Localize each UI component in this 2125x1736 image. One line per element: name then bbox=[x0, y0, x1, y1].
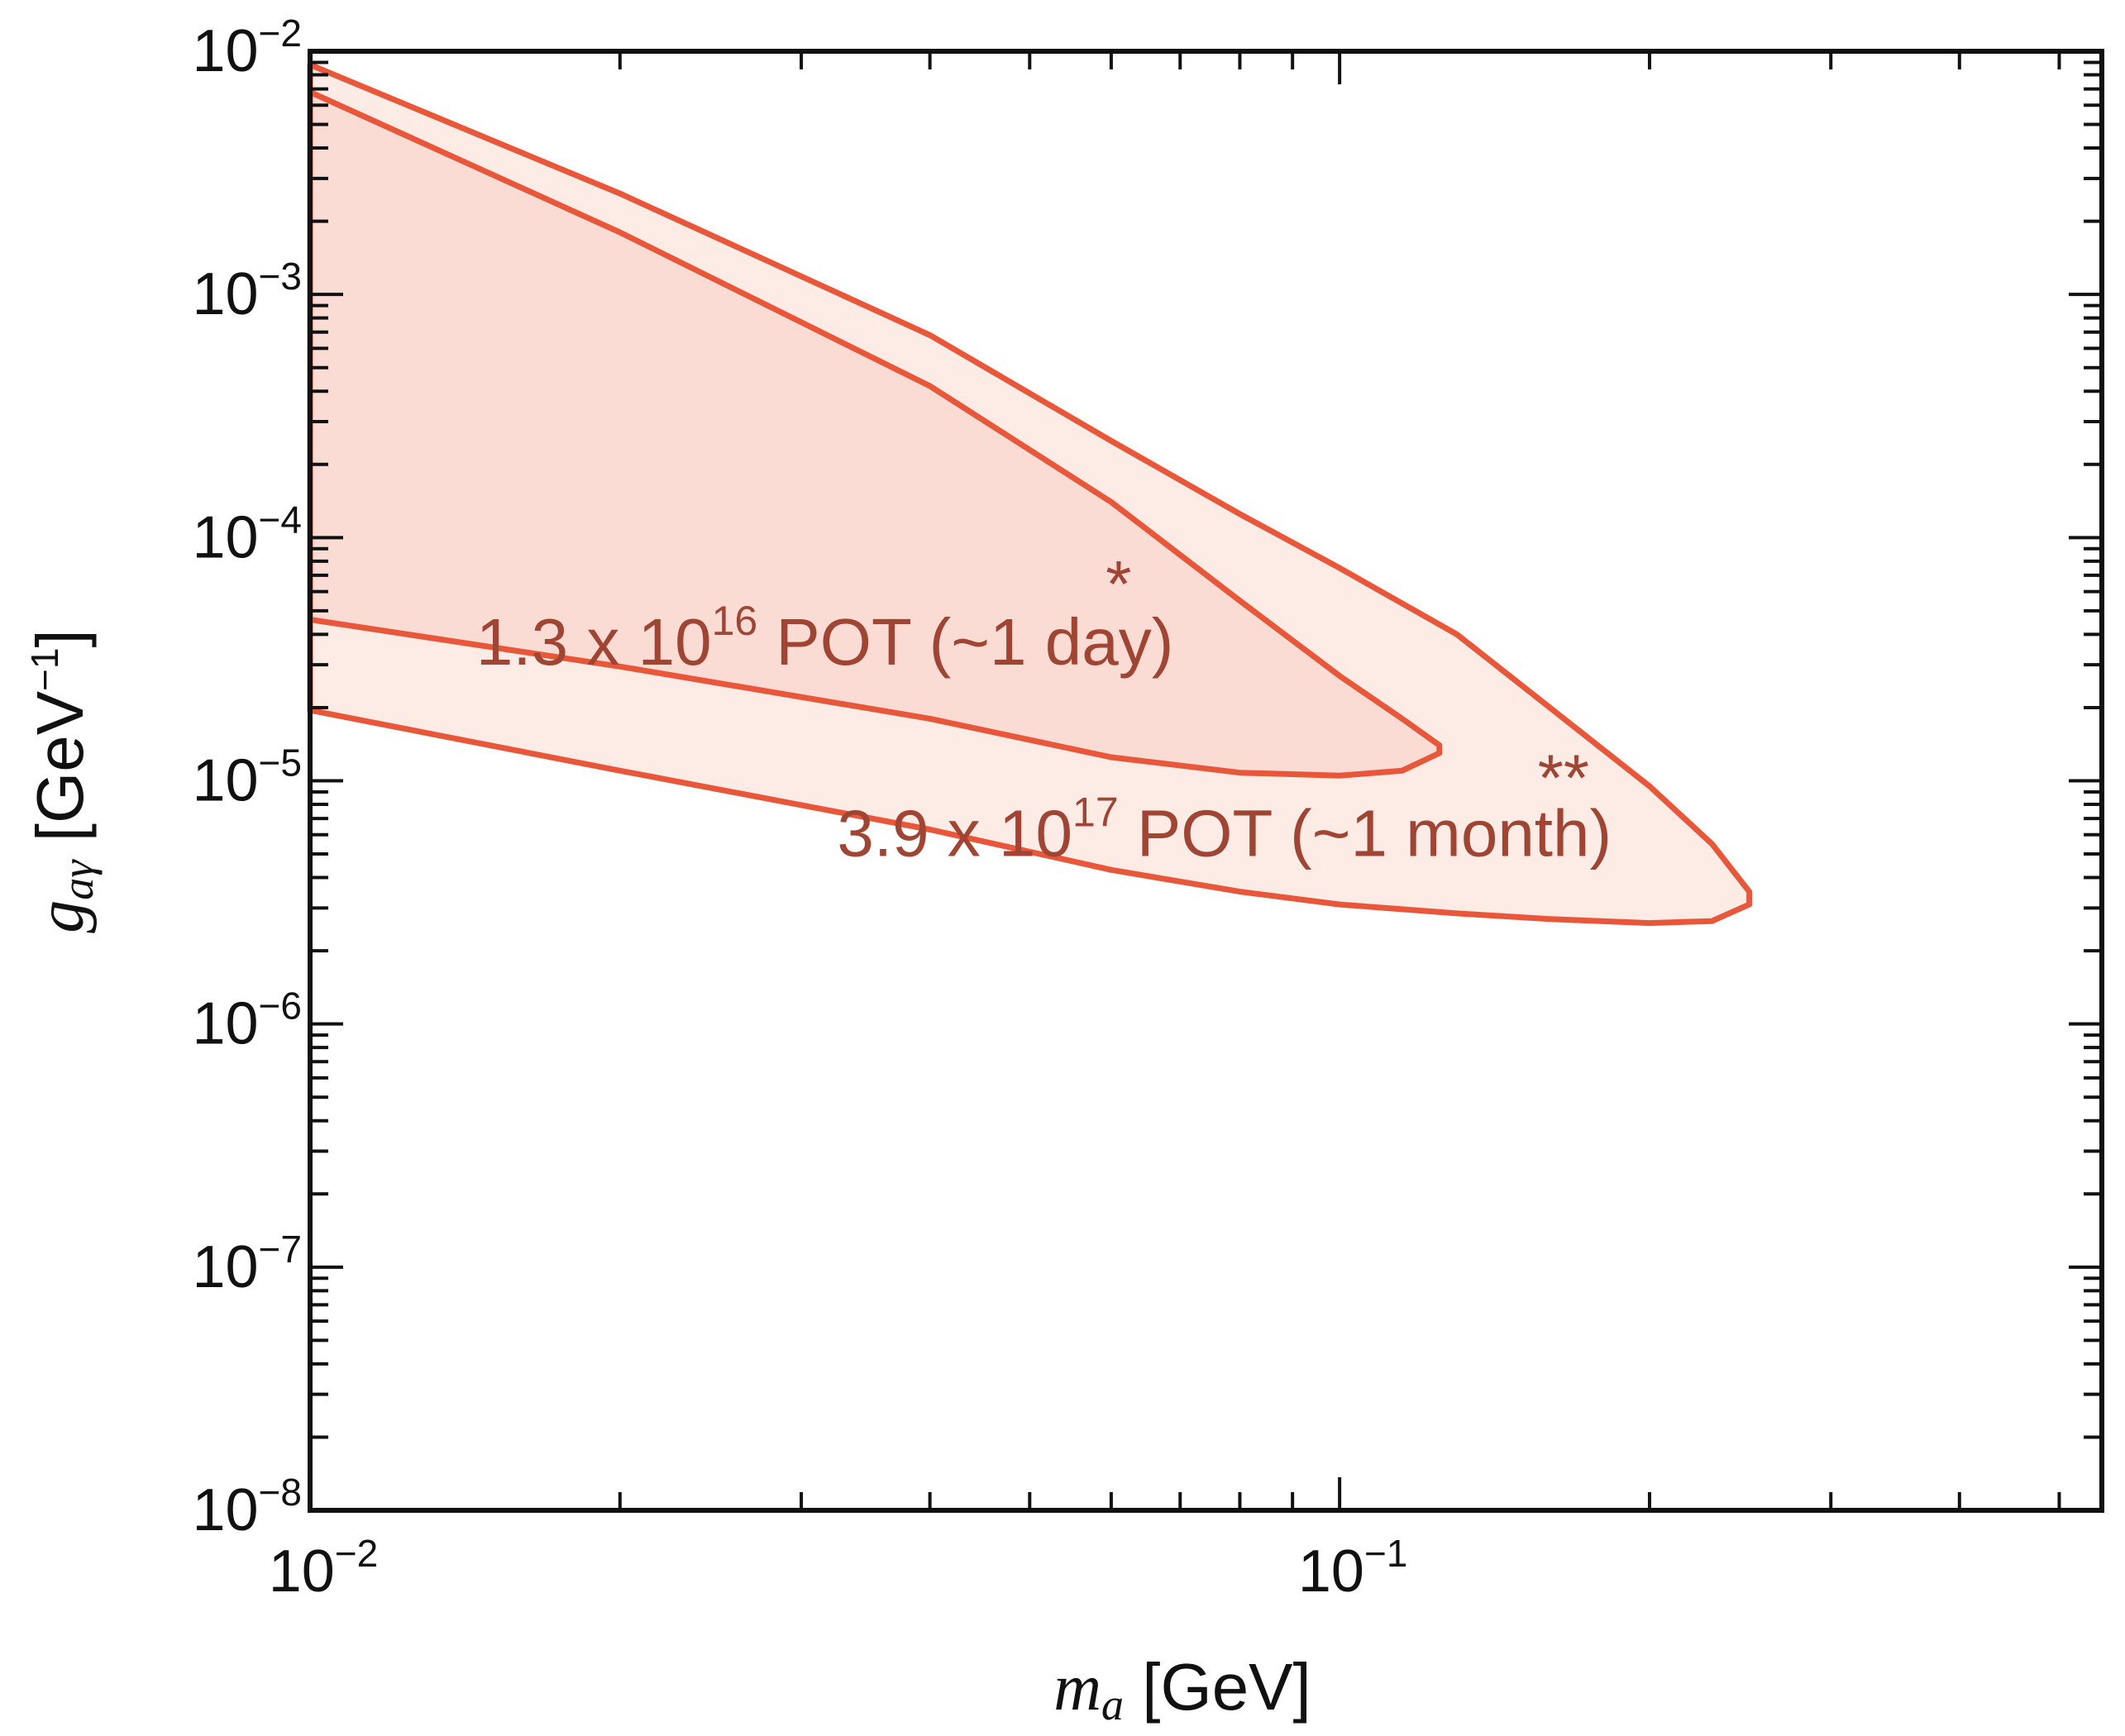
exclusion-regions bbox=[307, 61, 1753, 927]
annotation-star2: ** bbox=[1538, 741, 1589, 814]
y-tick-label: 10−8 bbox=[192, 1471, 302, 1543]
y-tick-label: 10−7 bbox=[192, 1228, 302, 1300]
y-axis-label: gaγ [GeV−1] bbox=[23, 629, 103, 933]
y-tick-label: 10−5 bbox=[192, 742, 302, 814]
y-tick-label: 10−2 bbox=[192, 12, 302, 84]
axis-ticks bbox=[308, 50, 2102, 1512]
annotation-day: 1.3 x 1016 POT (~1 day) bbox=[476, 598, 1173, 679]
annotation-star1: * bbox=[1105, 547, 1131, 621]
region-day bbox=[307, 88, 1443, 779]
y-tick-label: 10−3 bbox=[192, 255, 302, 327]
x-tick-label: 10−1 bbox=[1298, 1532, 1408, 1605]
x-tick-label: 10−2 bbox=[269, 1532, 379, 1605]
tick-labels: 10−210−310−410−510−610−710−810−2 10−1 bbox=[192, 12, 1407, 1605]
y-tick-label: 10−6 bbox=[192, 985, 302, 1057]
y-tick-label: 10−4 bbox=[192, 498, 302, 570]
annotations: 1.3 x 1016 POT (~1 day) 3.9 x 1017 POT (~… bbox=[476, 547, 1612, 870]
x-axis-label: ma [GeV] bbox=[1053, 1650, 1311, 1729]
annotation-month: 3.9 x 1017 POT (~1 month) bbox=[837, 789, 1612, 870]
